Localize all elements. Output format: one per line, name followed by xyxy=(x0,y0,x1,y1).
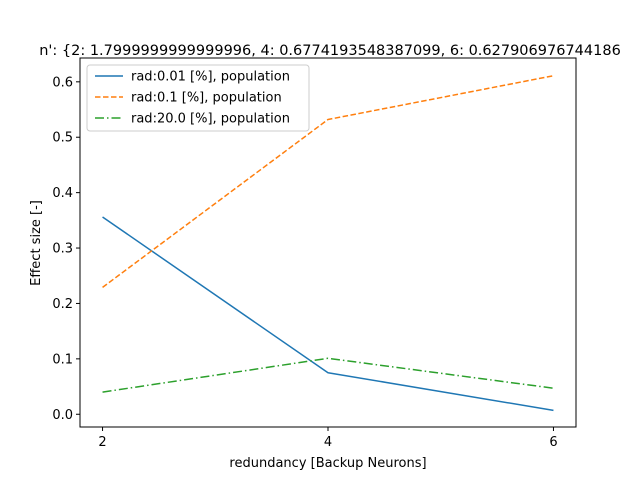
y-tick-label: 0.6 xyxy=(52,75,73,90)
legend-box xyxy=(86,64,310,132)
y-axis-ticks: 0.0 0.1 0.2 0.3 0.4 0.5 0.6 xyxy=(52,75,80,423)
y-tick-label: 0.4 xyxy=(52,186,73,201)
y-tick-label: 0.5 xyxy=(52,131,73,146)
series-line-2 xyxy=(102,74,554,288)
legend: rad:0.01 [%], population rad:0.1 [%], pop… xyxy=(86,64,310,132)
legend-label-1: rad:0.01 [%], population xyxy=(131,70,290,85)
x-tick-label: 6 xyxy=(549,435,557,450)
plot-marks xyxy=(102,74,554,412)
x-axis-ticks: 2 4 6 xyxy=(98,427,558,450)
x-axis-label: redundancy [Backup Neurons] xyxy=(229,456,426,471)
y-tick-label: 0.0 xyxy=(52,408,73,423)
y-tick-label: 0.3 xyxy=(52,242,73,257)
legend-label-2: rad:0.1 [%], population xyxy=(131,91,282,106)
y-tick-label: 0.2 xyxy=(52,297,73,312)
series-line-1 xyxy=(102,216,554,412)
x-tick-label: 4 xyxy=(324,435,332,450)
series-line-3 xyxy=(102,357,554,393)
legend-label-3: rad:20.0 [%], population xyxy=(131,112,290,127)
chart-title: n': {2: 1.7999999999999996, 4: 0.6774193… xyxy=(39,43,621,59)
y-tick-label: 0.1 xyxy=(52,352,73,367)
y-axis-label: Effect size [-] xyxy=(29,200,44,286)
x-tick-label: 2 xyxy=(98,435,106,450)
